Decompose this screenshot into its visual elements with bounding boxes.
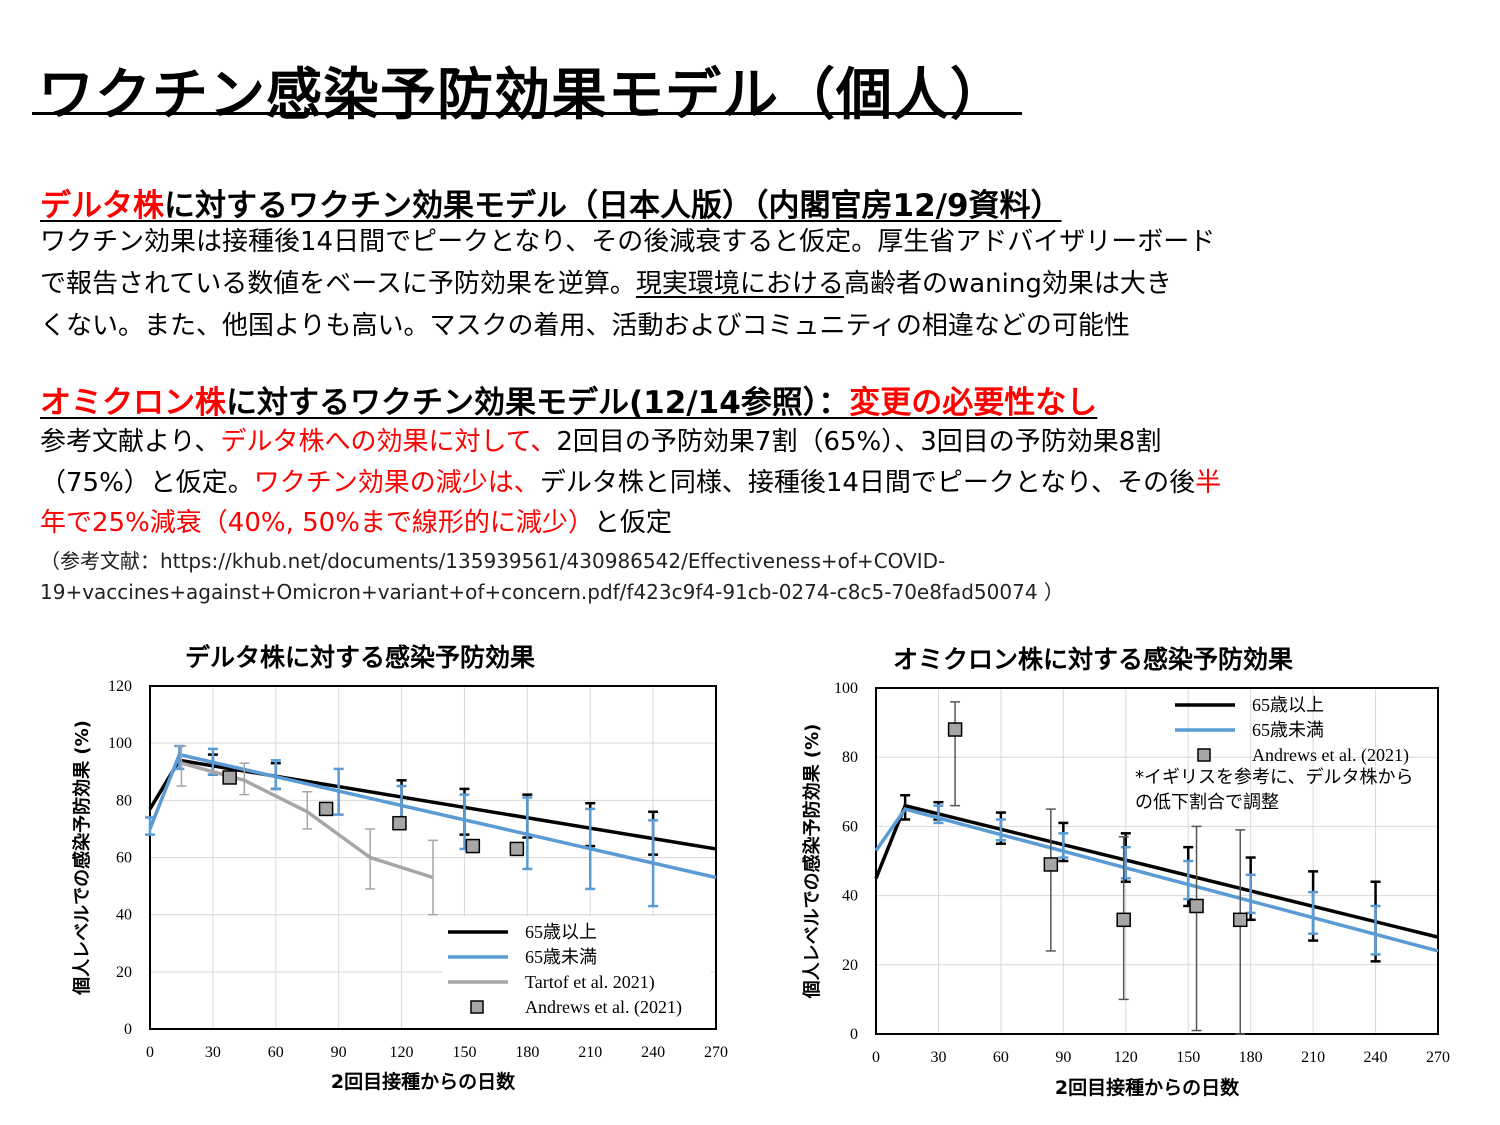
x-tick-label: 150 [1176,1049,1200,1066]
delta-section-heading: デルタ株に対するワクチン効果モデル（日本人版）（内閣官房12/9資料） [40,180,1062,225]
x-tick-label: 120 [1114,1049,1138,1066]
data-marker [1116,912,1131,928]
x-tick-label: 210 [1301,1049,1325,1066]
y-tick-label: 0 [850,1026,858,1043]
legend-label: 65歳以上 [1252,695,1324,715]
y-tick-label: 60 [116,850,132,867]
delta-heading-red: デルタ株 [40,188,164,224]
y-tick-label: 60 [842,818,858,835]
y-axis-label: 個人レベルでの感染予防効果 (%) [801,724,823,1000]
y-tick-label: 20 [116,964,132,981]
chart-annotation: の低下割合で調整 [1135,792,1279,813]
data-marker [318,801,334,817]
chart-annotation: *イギリスを参考に、デルタ株から [1135,767,1413,788]
data-marker [509,841,525,857]
x-tick-label: 0 [146,1044,154,1061]
y-tick-label: 40 [842,888,858,905]
chart-0-group: デルタ株に対する感染予防効果 0 30 60 90 120 150 180 210 240 270 0… [71,643,728,1093]
chart-1-group: オミクロン株に対する感染予防効果 0 30 60 90 120 150 180 210 240 27… [801,645,1450,1099]
x-tick-label: 120 [390,1044,414,1061]
x-tick-label: 60 [268,1044,284,1061]
x-tick-label: 240 [1364,1049,1388,1066]
x-axis-label: 2回目接種からの日数 [331,1070,516,1093]
x-tick-label: 150 [452,1044,476,1061]
x-tick-label: 90 [1055,1049,1071,1066]
x-tick-label: 210 [578,1044,602,1061]
y-tick-label: 20 [842,957,858,974]
x-tick-label: 270 [1426,1049,1450,1066]
data-marker [947,722,963,737]
reference-line-1: （参考文献：https://khub.net/documents/1359395… [40,549,946,573]
legend-label: 65歳未満 [1252,720,1324,740]
omicron-line-1b: 2回目の予防効果7割（65%）、3回目の予防効果8割 [556,427,1162,457]
omicron-line-1: 参考文献より、デルタ株への効果に対して、2回目の予防効果7割（65%）、3回目の… [40,421,1161,463]
y-tick-label: 100 [834,680,858,697]
plot-frame [875,687,1439,1035]
legend-label: Andrews et al. (2021) [1252,745,1409,766]
title-underline [32,112,1022,115]
delta-line-2: で報告されている数値をベースに予防効果を逆算。現実環境における高齢者のwanin… [40,263,1172,305]
omicron-heading-red2: 変更の必要性なし [849,385,1098,421]
data-marker [392,815,407,831]
y-tick-label: 0 [124,1021,132,1038]
omicron-heading-mid: に対するワクチン効果モデル(12/14参照）： [226,385,850,421]
data-marker [222,770,237,785]
legend-label: Andrews et al. (2021) [525,997,682,1018]
legend-marker [1197,748,1211,762]
x-tick-label: 0 [872,1049,880,1066]
x-tick-label: 90 [331,1044,347,1061]
legend-marker [470,1000,484,1014]
omicron-line-2a: （75%）と仮定。 [40,468,254,498]
data-marker [1043,857,1059,872]
series-line [874,807,1439,953]
y-tick-label: 80 [842,749,858,766]
x-tick-label: 60 [993,1049,1009,1066]
delta-line-2a: で報告されている数値をベースに予防効果を逆算。 [40,269,636,299]
x-tick-label: 180 [1239,1049,1263,1066]
y-tick-label: 80 [116,792,132,809]
y-tick-label: 40 [116,907,132,924]
omicron-line-1-red: デルタ株への効果に対して、 [220,427,557,457]
delta-heading-rest: に対するワクチン効果モデル（日本人版）（内閣官房12/9資料） [164,188,1062,224]
data-marker [1233,912,1248,928]
reference-line-2: 19+vaccines+against+Omicron+variant+of+c… [40,580,1064,604]
x-tick-label: 30 [930,1049,946,1066]
omicron-line-3: 年で25%減衰（40%, 50%まで線形的に減少）と仮定 [40,502,672,544]
omicron-line-2b: デルタ株と同様、接種後14日間でピークとなり、その後 [539,468,1196,498]
y-tick-label: 120 [108,678,132,695]
delta-line-3: くない。また、他国よりも高い。マスクの着用、活動およびコミュニティの相違などの可… [40,311,1130,341]
y-tick-label: 100 [108,735,132,752]
omicron-heading-red: オミクロン株 [40,385,226,421]
data-marker [1189,898,1204,914]
omicron-line-3b: と仮定 [593,508,672,538]
x-tick-label: 30 [205,1044,221,1061]
delta-line-1: ワクチン効果は接種後14日間でピークとなり、その後減衰すると仮定。厚生省アドバイ… [40,227,1216,257]
omicron-section-heading: オミクロン株に対するワクチン効果モデル(12/14参照）：変更の必要性なし [40,377,1097,422]
series-line [148,752,717,880]
x-tick-label: 180 [515,1044,539,1061]
x-tick-label: 270 [704,1044,728,1061]
plot-frame [149,685,717,1030]
legend-label: 65歳未満 [525,947,597,967]
page-title: ワクチン感染予防効果モデル（個人） [38,63,1007,128]
omicron-line-2-red2: 半 [1195,468,1222,498]
series-line [874,803,1439,939]
delta-line-2b: 高齢者のwaning効果は大き [843,269,1172,299]
chart-title: オミクロン株に対する感染予防効果 [893,645,1293,674]
delta-line-2-underlined: 現実環境における [635,269,844,299]
omicron-line-1a: 参考文献より、 [40,427,221,457]
omicron-line-2: （75%）と仮定。ワクチン効果の減少は、デルタ株と同様、接種後14日間でピークと… [40,462,1221,504]
chart-title: デルタ株に対する感染予防効果 [185,643,535,672]
legend-label: 65歳以上 [525,922,597,942]
omicron-line-2-red: ワクチン効果の減少は、 [253,468,540,498]
y-axis-label: 個人レベルでの感染予防効果 (%) [71,720,93,996]
legend-label: Tartof et al. 2021) [525,972,655,993]
legend-background [443,916,711,1028]
x-axis-label: 2回目接種からの日数 [1055,1076,1240,1099]
omicron-line-3-red: 年で25%減衰（40%, 50%まで線形的に減少） [40,508,594,538]
data-marker [465,838,481,854]
x-tick-label: 240 [641,1044,665,1061]
